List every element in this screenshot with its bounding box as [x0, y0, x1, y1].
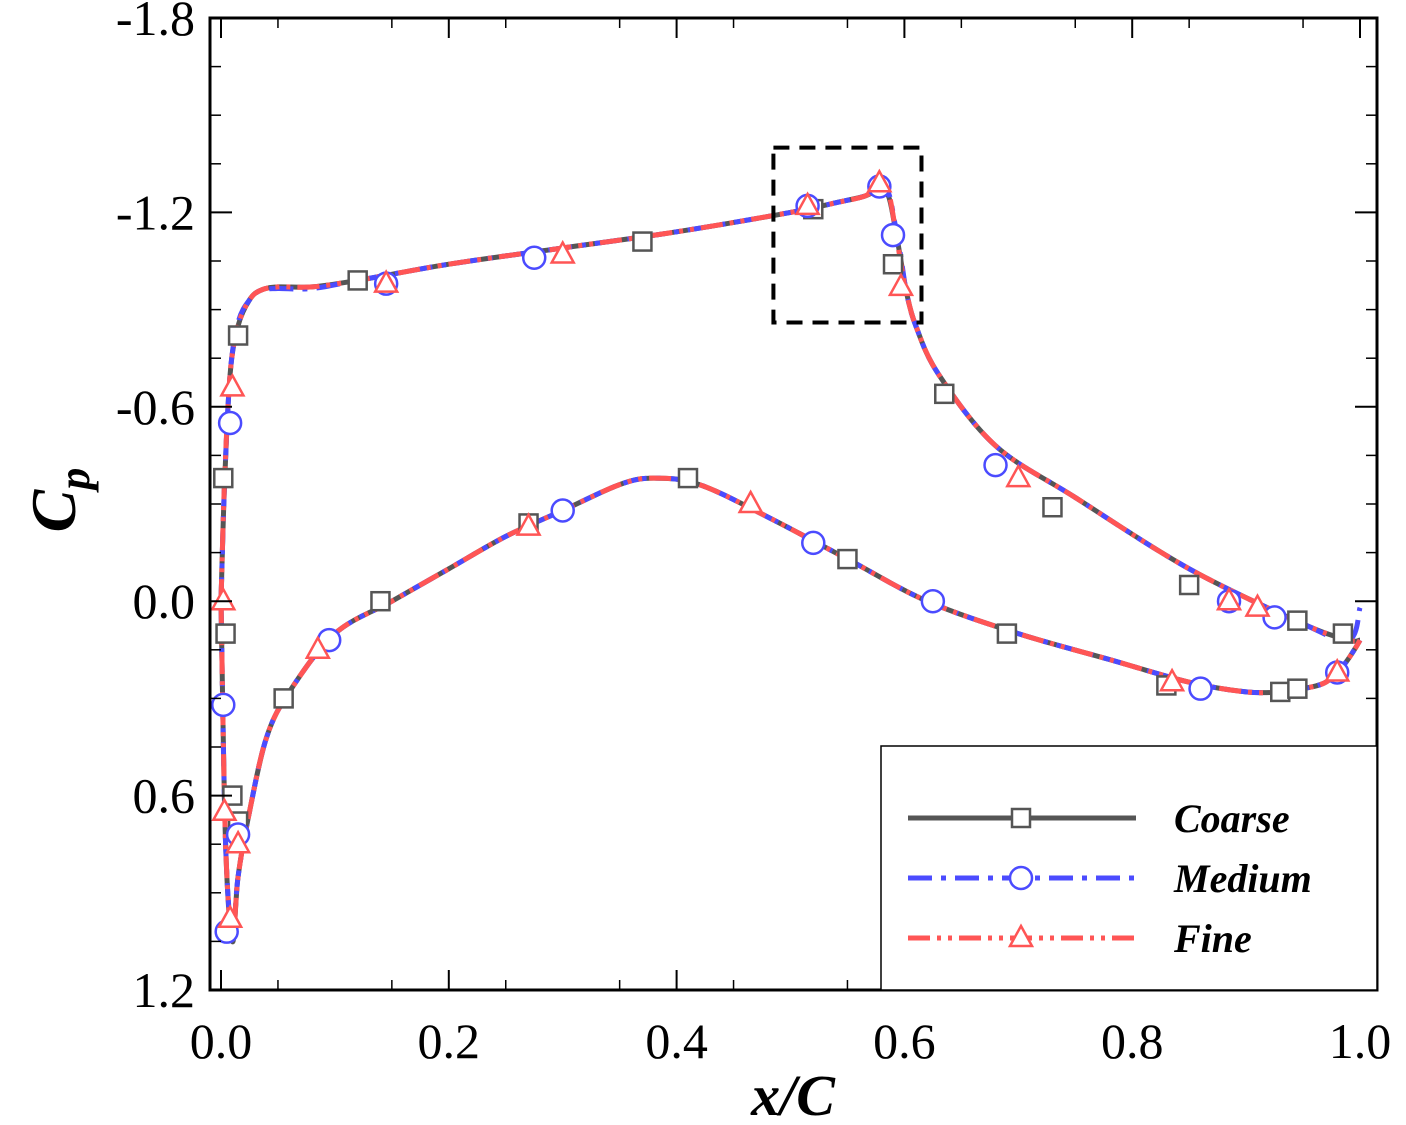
fine-marker	[549, 239, 576, 264]
fine-marker	[1244, 593, 1271, 617]
medium-marker	[217, 410, 243, 436]
zoom-highlight-box	[771, 145, 924, 325]
y-tick-label: -1.8	[116, 0, 195, 46]
y-axis-ticks: -1.8 -1.2 -0.6 0.0 0.6 1.2	[116, 0, 1377, 1018]
fine-marker	[794, 191, 821, 216]
legend-marker-fine	[1007, 923, 1035, 948]
coarse-marker	[837, 548, 858, 570]
y-axis-title-main: C	[18, 488, 89, 532]
y-axis-title: Cp	[18, 468, 99, 533]
legend-marker-medium	[1008, 865, 1034, 891]
coarse-marker	[1178, 574, 1200, 596]
medium-marker	[211, 692, 236, 718]
coarse-marker	[1287, 678, 1308, 699]
legend-label-fine: Fine	[1173, 916, 1252, 961]
legend-label-medium: Medium	[1173, 856, 1312, 901]
medium-upper-curve	[218, 186, 1363, 644]
medium-marker	[521, 245, 547, 271]
fine-marker	[1324, 657, 1351, 682]
fine-marker	[737, 489, 764, 514]
coarse-marker	[227, 325, 249, 346]
coarse-marker	[934, 383, 955, 405]
legend-marker-coarse	[1010, 807, 1032, 829]
coarse-marker	[273, 688, 294, 709]
medium-marker	[1188, 676, 1213, 701]
fine-marker	[1215, 586, 1243, 611]
coarse-marker	[370, 590, 391, 612]
fine-marker	[216, 904, 244, 928]
coarse-upper-curve	[218, 187, 1361, 644]
fine-marker	[373, 269, 400, 293]
svg-text:Cp: Cp	[18, 468, 99, 533]
x-tick-label: 0.6	[873, 1013, 936, 1069]
coarse-marker	[1287, 610, 1308, 631]
coarse-marker	[632, 231, 653, 252]
y-tick-label: -1.2	[116, 184, 195, 240]
x-tick-label: 0.0	[190, 1013, 253, 1069]
fine-marker	[515, 512, 542, 536]
medium-marker	[550, 498, 575, 523]
legend-entry-coarse: Coarse	[908, 796, 1290, 841]
fine-marker	[211, 797, 238, 822]
markers-layer	[210, 168, 1354, 944]
coarse-marker	[215, 623, 236, 644]
fine-marker	[224, 829, 252, 854]
x-axis-title: x/C	[750, 1063, 836, 1125]
fine-upper-curve	[218, 183, 1361, 644]
fine-marker	[1005, 463, 1032, 488]
coarse-marker	[347, 270, 368, 291]
fine-marker	[219, 372, 246, 397]
coarse-marker	[1042, 496, 1063, 518]
fine-marker	[210, 586, 237, 611]
legend-box	[880, 745, 1378, 991]
coarse-marker	[213, 467, 234, 489]
coarse-marker	[996, 623, 1018, 644]
y-tick-label: 0.6	[133, 768, 196, 824]
x-tick-label: 0.4	[645, 1013, 708, 1069]
x-tick-label: 0.2	[418, 1013, 481, 1069]
medium-marker	[801, 530, 826, 556]
y-tick-label: 0.0	[133, 573, 196, 629]
medium-marker	[920, 588, 946, 614]
y-tick-label: 1.2	[133, 962, 196, 1018]
y-axis-title-subscript: p	[50, 468, 99, 494]
medium-marker	[880, 222, 906, 248]
fine-marker	[1158, 667, 1186, 692]
fine-marker	[304, 635, 331, 660]
legend-entry-medium: Medium	[908, 856, 1312, 901]
x-tick-label: 0.8	[1101, 1013, 1164, 1069]
coarse-marker	[882, 253, 904, 275]
legend-entry-fine: Fine	[908, 916, 1252, 961]
medium-marker	[983, 452, 1008, 478]
x-tick-label: 1.0	[1329, 1013, 1392, 1069]
legend-label-coarse: Coarse	[1174, 796, 1290, 841]
y-tick-label: -0.6	[116, 379, 195, 435]
medium-marker	[1262, 605, 1287, 630]
x-axis-ticks: 0.0 0.2 0.4 0.6 0.8 1.0	[190, 18, 1392, 1069]
fine-marker	[887, 272, 915, 297]
coarse-marker	[677, 467, 699, 489]
coarse-marker	[1332, 623, 1354, 644]
coarse-marker	[1270, 681, 1291, 703]
fine-marker	[866, 168, 893, 193]
legend: Coarse Medium Fine	[880, 745, 1378, 991]
